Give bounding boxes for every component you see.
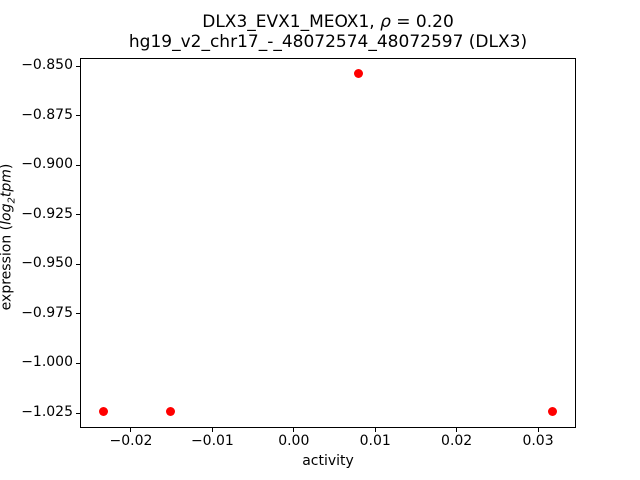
title-rho-value: = 0.20 bbox=[390, 12, 454, 32]
title-gene-names: DLX3_EVX1_MEOX1, bbox=[202, 12, 381, 32]
y-tick-label: −0.900 bbox=[21, 156, 73, 173]
data-point bbox=[353, 69, 363, 79]
x-tick-mark bbox=[374, 428, 376, 432]
x-tick-mark bbox=[130, 428, 132, 432]
x-tick-label: 0.03 bbox=[522, 433, 554, 449]
x-tick-label: −0.02 bbox=[109, 433, 153, 449]
y-tick-label: −1.000 bbox=[21, 354, 73, 371]
x-tick-label: 0.02 bbox=[441, 433, 473, 449]
y-tick-mark bbox=[76, 65, 80, 67]
x-tick-label: 0.00 bbox=[278, 433, 310, 449]
plot-area bbox=[80, 58, 576, 428]
y-tick-label: −0.925 bbox=[21, 205, 73, 222]
x-tick-label: 0.01 bbox=[359, 433, 391, 449]
chart-title-line1: DLX3_EVX1_MEOX1, ρ = 0.20 bbox=[80, 12, 576, 33]
y-tick-mark bbox=[76, 263, 80, 265]
ylabel-tpm: tpm bbox=[0, 169, 15, 198]
y-tick-label: −0.850 bbox=[21, 57, 73, 74]
x-tick-mark bbox=[211, 428, 213, 432]
y-axis-label: expression (log2tpm) bbox=[0, 164, 17, 311]
data-point bbox=[548, 406, 558, 416]
y-tick-mark bbox=[76, 164, 80, 166]
y-tick-mark bbox=[76, 115, 80, 117]
data-point bbox=[166, 406, 176, 416]
y-tick-mark bbox=[76, 313, 80, 315]
ylabel-subscript: 2 bbox=[6, 197, 18, 204]
y-tick-label: −1.025 bbox=[21, 404, 73, 421]
title-rho-symbol: ρ bbox=[380, 12, 391, 32]
y-tick-mark bbox=[76, 214, 80, 216]
x-axis-label: activity bbox=[302, 453, 354, 469]
y-tick-mark bbox=[76, 362, 80, 364]
y-tick-mark bbox=[76, 412, 80, 414]
data-point bbox=[98, 406, 108, 416]
x-tick-mark bbox=[537, 428, 539, 432]
y-tick-label: −0.875 bbox=[21, 106, 73, 123]
x-tick-mark bbox=[293, 428, 295, 432]
chart-title: DLX3_EVX1_MEOX1, ρ = 0.20 hg19_v2_chr17_… bbox=[80, 12, 576, 52]
y-tick-label: −0.950 bbox=[21, 255, 73, 272]
y-tick-label: −0.975 bbox=[21, 304, 73, 321]
chart-title-line2: hg19_v2_chr17_-_48072574_48072597 (DLX3) bbox=[128, 31, 528, 52]
x-tick-label: −0.01 bbox=[190, 433, 234, 449]
x-tick-mark bbox=[456, 428, 458, 432]
